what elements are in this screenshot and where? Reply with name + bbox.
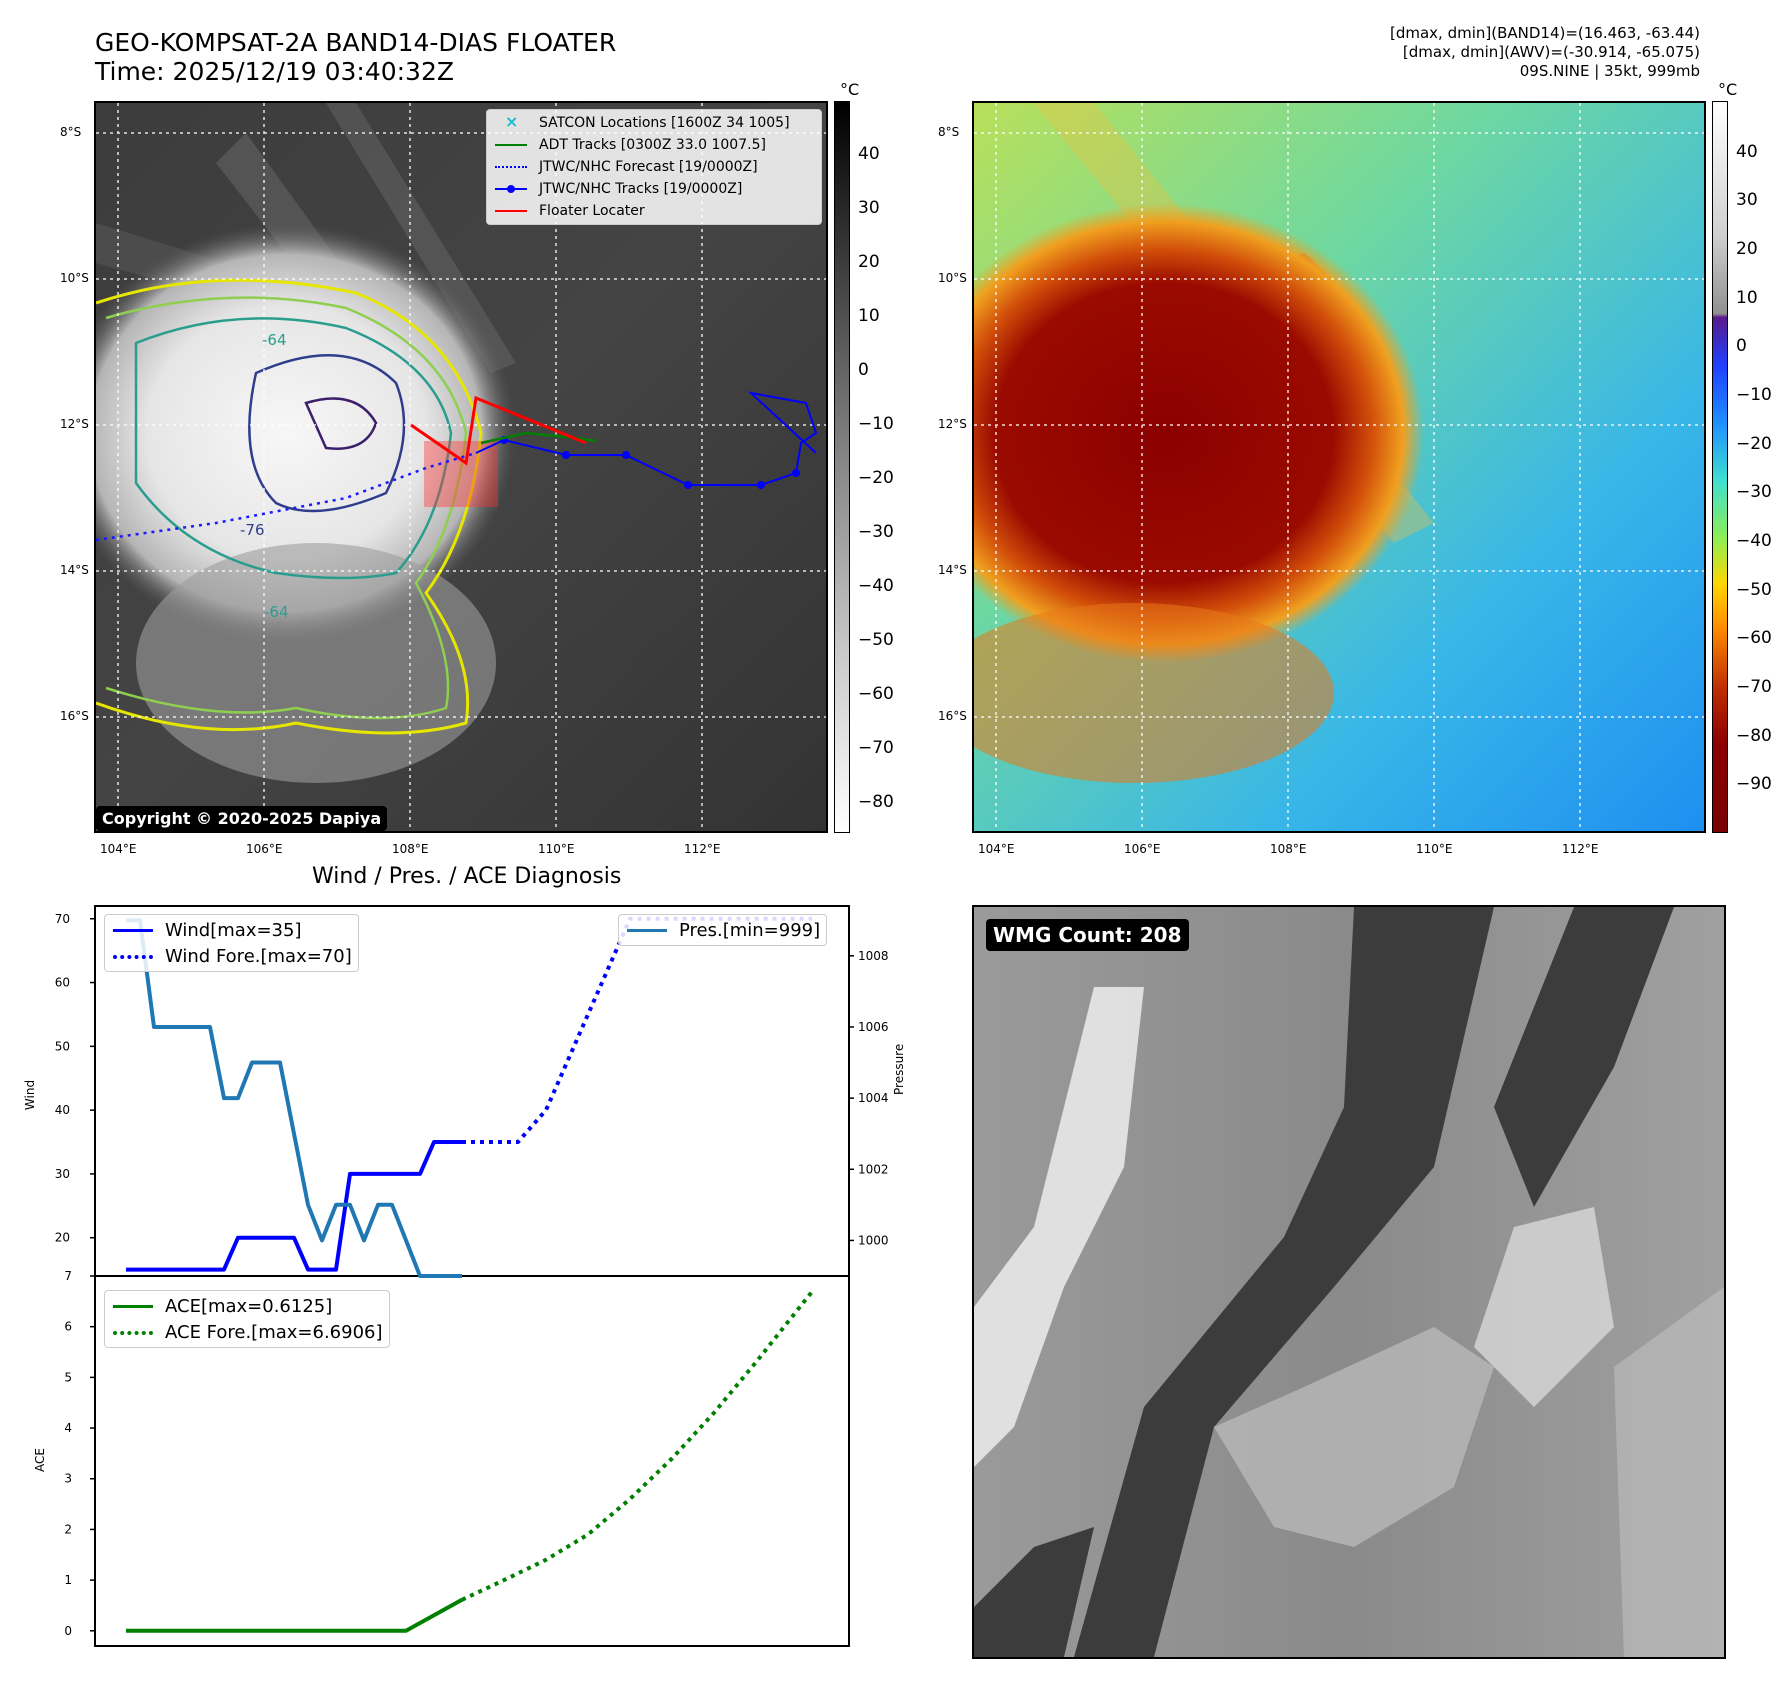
- awv-lat-label-12s: 12°S: [938, 417, 967, 431]
- wind-ylabel: Wind: [23, 1080, 37, 1110]
- stats-info: [dmax, dmin](BAND14)=(16.463, -63.44) [d…: [1390, 24, 1700, 81]
- awv-lat-label-14s: 14°S: [938, 563, 967, 577]
- ir-colorbar-ticks: 40 30 20 10 0 −10 −20 −30 −40 −50 −60 −7…: [858, 144, 894, 812]
- ace-ytick-label: 2: [64, 1522, 72, 1536]
- wmg-panel: WMG Count: 208: [972, 905, 1726, 1659]
- legend-ace-fore: ACE Fore.[max=6.6906]: [111, 1319, 383, 1345]
- series-line-ace: [126, 1598, 463, 1633]
- legend-adt: ADT Tracks [0300Z 33.0 1007.5]: [493, 134, 815, 156]
- series-line-wind: [126, 1140, 462, 1272]
- storm-info: 09S.NINE | 35kt, 999mb: [1519, 62, 1700, 80]
- wind-ytick-label: 70: [55, 912, 70, 926]
- legend-satcon: × SATCON Locations [1600Z 34 1005]: [493, 112, 815, 134]
- series-line-pres-: [126, 918, 462, 1278]
- lon-label-112e: 112°E: [684, 842, 721, 856]
- lat-label-8s: 8°S: [60, 125, 82, 139]
- awv-lat-label-16s: 16°S: [938, 709, 967, 723]
- forecast-track: [96, 451, 477, 542]
- copyright-badge: Copyright © 2020-2025 Dapiya: [96, 806, 388, 831]
- awv-lon-label-108e: 108°E: [1270, 842, 1307, 856]
- adt-track: [480, 431, 597, 445]
- ir-map-panel: -64 -76 -64 × SATCON Locations [1600Z 34…: [94, 101, 828, 833]
- lat-label-10s: 10°S: [60, 271, 89, 285]
- ace-ytick-label: 7: [64, 1269, 72, 1283]
- ir-colorbar: [834, 101, 850, 833]
- pressure-ytick-label: 1002: [858, 1162, 889, 1176]
- wind-ytick-label: 50: [55, 1039, 70, 1053]
- awv-lon-label-104e: 104°E: [978, 842, 1015, 856]
- pressure-ytick-label: 1004: [858, 1091, 889, 1105]
- title-line-1: GEO-KOMPSAT-2A BAND14-DIAS FLOATER: [95, 28, 617, 57]
- wind-ytick-label: 40: [55, 1103, 70, 1117]
- ace-ytick-label: 6: [64, 1320, 72, 1334]
- lon-label-108e: 108°E: [392, 842, 429, 856]
- ace-ytick-label: 4: [64, 1421, 72, 1435]
- awv-map-image: [974, 103, 1704, 831]
- ir-colorbar-unit: °C: [840, 80, 860, 99]
- wind-ytick-label: 60: [55, 976, 70, 990]
- title-line-2: Time: 2025/12/19 03:40:32Z: [95, 57, 454, 86]
- ace-ylabel: ACE: [33, 1448, 47, 1472]
- awv-range: [dmax, dmin](AWV)=(-30.914, -65.075): [1402, 43, 1700, 61]
- lon-label-106e: 106°E: [246, 842, 283, 856]
- ir-legend: × SATCON Locations [1600Z 34 1005] ADT T…: [486, 109, 822, 225]
- wmg-image: [974, 907, 1724, 1657]
- contour-label-1: -64: [262, 331, 287, 349]
- awv-lon-label-110e: 110°E: [1416, 842, 1453, 856]
- legend-ace: ACE[max=0.6125]: [111, 1293, 383, 1319]
- awv-colorbar-ticks: 40 30 20 10 0 −10 −20 −30 −40 −50 −60 −7…: [1736, 142, 1772, 794]
- lon-label-104e: 104°E: [100, 842, 137, 856]
- ace-ytick-label: 0: [64, 1624, 72, 1638]
- awv-lon-label-106e: 106°E: [1124, 842, 1161, 856]
- pressure-legend: Pres.[min=999]: [618, 914, 828, 946]
- wmg-count-badge: WMG Count: 208: [986, 919, 1189, 951]
- wind-legend: Wind[max=35] Wind Fore.[max=70]: [104, 914, 359, 972]
- contour-label-2: -76: [240, 521, 265, 539]
- lat-label-16s: 16°S: [60, 709, 89, 723]
- satcon-marker-icon: ×: [505, 112, 519, 131]
- lat-label-14s: 14°S: [60, 563, 89, 577]
- awv-lon-label-112e: 112°E: [1562, 842, 1599, 856]
- awv-colorbar: [1712, 101, 1728, 833]
- legend-forecast: JTWC/NHC Forecast [19/0000Z]: [493, 156, 815, 178]
- observed-track: [475, 391, 818, 486]
- diagnosis-chart: 20 30 40 50 60 70 1000 1002 1004 1006 1008 0 1 2 3 4 5 6 7…: [23, 905, 889, 1647]
- diagnosis-title: Wind / Pres. / ACE Diagnosis: [312, 864, 622, 889]
- wind-ytick-label: 20: [55, 1231, 70, 1245]
- ace-ytick-label: 1: [64, 1573, 72, 1587]
- lon-label-110e: 110°E: [538, 842, 575, 856]
- figure-title: GEO-KOMPSAT-2A BAND14-DIAS FLOATER Time:…: [95, 28, 616, 86]
- legend-wind: Wind[max=35]: [111, 917, 352, 943]
- floater-box: [424, 441, 498, 507]
- pressure-ytick-label: 1008: [858, 949, 889, 963]
- legend-tracks: JTWC/NHC Tracks [19/0000Z]: [493, 178, 815, 200]
- awv-colorbar-unit: °C: [1718, 80, 1738, 99]
- band14-range: [dmax, dmin](BAND14)=(16.463, -63.44): [1389, 24, 1700, 42]
- pressure-ytick-label: 1006: [858, 1020, 889, 1034]
- pressure-ylabel-text: Pressure: [892, 1043, 906, 1095]
- awv-lat-label-10s: 10°S: [938, 271, 967, 285]
- floater-locater-line: [410, 395, 587, 466]
- wind-ytick-label: 30: [55, 1167, 70, 1181]
- legend-floater: Floater Locater: [493, 200, 815, 222]
- legend-pressure: Pres.[min=999]: [625, 917, 820, 943]
- lat-label-12s: 12°S: [60, 417, 89, 431]
- ace-ytick-label: 5: [64, 1370, 72, 1384]
- contour-label-3: -64: [264, 603, 289, 621]
- ace-legend: ACE[max=0.6125] ACE Fore.[max=6.6906]: [104, 1290, 390, 1348]
- ace-ytick-label: 3: [64, 1472, 72, 1486]
- legend-wind-fore: Wind Fore.[max=70]: [111, 943, 352, 969]
- series-line-ace-fore-: [461, 1290, 814, 1602]
- awv-map-panel: [972, 101, 1706, 833]
- pressure-ytick-label: 1000: [858, 1233, 889, 1247]
- awv-lat-label-8s: 8°S: [938, 125, 960, 139]
